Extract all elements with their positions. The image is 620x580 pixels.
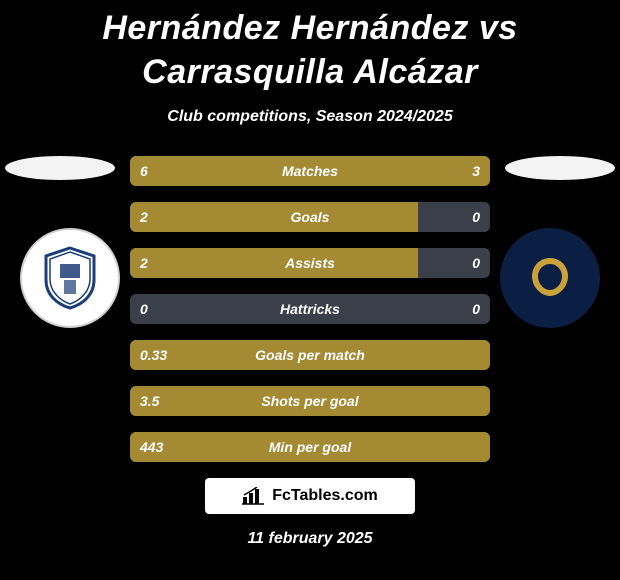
- branding-badge[interactable]: FcTables.com: [205, 478, 415, 514]
- stat-value-right: 0: [472, 294, 480, 324]
- stat-value-left: 0.33: [140, 340, 167, 370]
- stat-label: Min per goal: [130, 432, 490, 462]
- stat-label: Goals: [130, 202, 490, 232]
- stat-value-right: 3: [472, 156, 480, 186]
- stat-row: Goals2 0: [130, 202, 490, 232]
- stat-label: Hattricks: [130, 294, 490, 324]
- date-line: 11 february 2025: [0, 530, 620, 548]
- subtitle: Club competitions, Season 2024/2025: [0, 108, 620, 126]
- stat-label: Assists: [130, 248, 490, 278]
- club-badge-left: [20, 228, 120, 328]
- stat-row: Goals per match0.33: [130, 340, 490, 370]
- stat-value-left: 0: [140, 294, 148, 324]
- stat-value-right: 0: [472, 248, 480, 278]
- stat-label: Matches: [130, 156, 490, 186]
- stat-row: Matches6 3: [130, 156, 490, 186]
- bar-chart-icon: [242, 487, 264, 505]
- stat-label: Goals per match: [130, 340, 490, 370]
- stat-value-left: 2: [140, 202, 148, 232]
- page-title: Hernández Hernández vs Carrasquilla Alcá…: [0, 0, 620, 94]
- stat-value-left: 3.5: [140, 386, 159, 416]
- player-pill-right: [505, 156, 615, 180]
- stat-row: Shots per goal3.5: [130, 386, 490, 416]
- club-badge-right: [500, 228, 600, 328]
- stat-value-left: 6: [140, 156, 148, 186]
- pumas-crest-icon: [520, 248, 580, 308]
- stat-label: Shots per goal: [130, 386, 490, 416]
- stat-value-left: 443: [140, 432, 163, 462]
- stat-value-left: 2: [140, 248, 148, 278]
- stats-area: Matches63Goals20Assists20Hattricks00Goal…: [0, 156, 620, 462]
- stat-row: Hattricks0 0: [130, 294, 490, 324]
- stat-value-right: 0: [472, 202, 480, 232]
- stat-rows: Matches63Goals20Assists20Hattricks00Goal…: [130, 156, 490, 462]
- stat-row: Assists2 0: [130, 248, 490, 278]
- pachuca-crest-icon: [42, 246, 98, 310]
- player-pill-left: [5, 156, 115, 180]
- branding-text: FcTables.com: [272, 487, 378, 505]
- stat-row: Min per goal443: [130, 432, 490, 462]
